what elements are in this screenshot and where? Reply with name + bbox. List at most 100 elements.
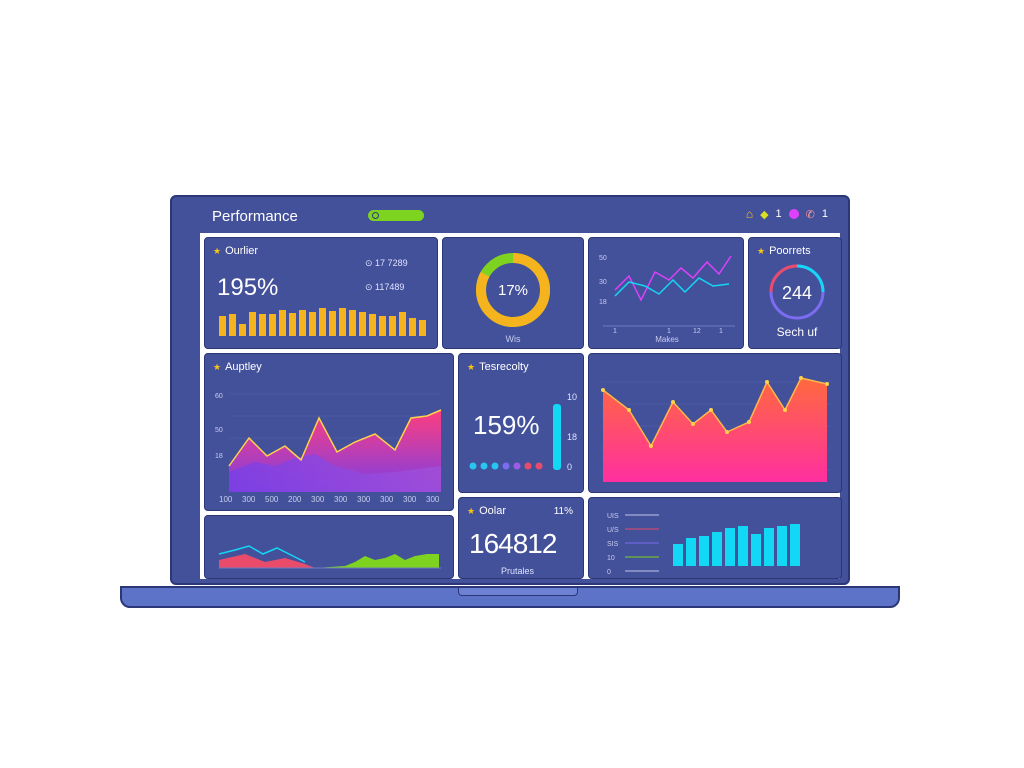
dashboard-grid: ★ Ourlier 195% ⊙ 17 7289 ⊙ 117489 17% Wis… [200, 233, 842, 579]
line-series-pink [614, 255, 732, 302]
bar-chart-bar [712, 532, 722, 566]
line-chart-card[interactable]: 50 30 18 1 1 12 1 Makes [588, 237, 744, 349]
bar-legend-label: U/S [607, 527, 619, 534]
dollar-title: ★ Oolar [467, 505, 506, 517]
star-icon: ★ [467, 506, 476, 516]
ring-segment-cyan [796, 264, 825, 293]
gradient-area-point [825, 382, 829, 386]
donut-arc [476, 253, 550, 327]
outlier-bar [329, 311, 336, 336]
laptop-notch [458, 588, 578, 596]
activity-x-tick: 300 [334, 495, 348, 504]
mini-line-cyan [218, 545, 306, 563]
activity-x-tick: 300 [403, 495, 417, 504]
tesselocity-dot [502, 462, 510, 470]
outlier-bar [309, 312, 316, 336]
activity-title-text: Auptley [225, 361, 262, 373]
laptop-screen: Performance ⌂ ◆ 1 ✆ 1 ★ Ourlier 195% ⊙ 17… [170, 195, 850, 585]
status-pill[interactable] [368, 210, 424, 221]
outlier-bar [339, 308, 346, 336]
outlier-bar [259, 314, 266, 336]
activity-y-tick: 18 [215, 453, 223, 460]
donut-label: Wis [506, 334, 521, 344]
activity-x-tick: 100 [219, 495, 233, 504]
gradient-area-point [799, 376, 803, 380]
bar-legend-label: 0 [607, 569, 611, 576]
bar-legend-label: SIS [607, 541, 619, 548]
outlier-bar [269, 314, 276, 336]
outlier-card[interactable]: ★ Ourlier 195% ⊙ 17 7289 ⊙ 117489 [204, 237, 438, 349]
outlier-value: 195% [217, 274, 279, 301]
line-x-tick: 1 [613, 328, 617, 335]
donut-card[interactable]: 17% Wis [442, 237, 584, 349]
progress-title: ★ Poorrets [757, 245, 811, 257]
line-x-tick: 12 [693, 328, 701, 335]
gradient-area-point [725, 430, 729, 434]
mini-chart-card[interactable] [204, 515, 454, 579]
star-icon: ★ [757, 246, 766, 256]
dollar-percent: 11% [553, 506, 573, 517]
phone-count: 1 [821, 208, 828, 220]
app-title: Performance [212, 208, 298, 225]
tesselocity-tick-top: 10 [567, 392, 578, 402]
outlier-stat2: ⊙ 117489 [365, 282, 404, 293]
outlier-bar [239, 324, 246, 336]
bar-chart-bar [673, 544, 683, 566]
tesselocity-dots [469, 462, 543, 470]
bar-chart-bar [764, 528, 774, 566]
dollar-title-text: Oolar [479, 505, 506, 517]
outlier-bar [299, 310, 306, 336]
tesselocity-title-text: Tesrecolty [479, 361, 529, 373]
gradient-area-point [765, 380, 769, 384]
bar-chart-right: UIS U/S SIS 10 0 [607, 513, 800, 576]
link-icon: ⊙ [365, 282, 376, 292]
dollar-card[interactable]: ★ Oolar 11% 164812 Prutales [458, 497, 584, 579]
outlier-bar [219, 316, 226, 336]
line-x-tick: 1 [667, 328, 671, 335]
activity-y-tick: 60 [215, 393, 223, 400]
user-dot-icon[interactable] [788, 209, 799, 219]
progress-title-text: Poorrets [769, 245, 811, 257]
dollar-value: 164812 [469, 528, 557, 559]
progress-label: Sech uf [777, 325, 818, 339]
home-icon[interactable]: ⌂ [745, 207, 754, 221]
bar-chart-card[interactable]: UIS U/S SIS 10 0 [588, 497, 842, 579]
gradient-area-card[interactable] [588, 353, 842, 493]
gradient-area-point [709, 408, 713, 412]
activity-title: ★ Auptley [213, 361, 262, 373]
line-chart-label: Makes [655, 335, 679, 344]
progress-value: 244 [782, 283, 812, 303]
activity-line [228, 409, 442, 467]
phone-icon[interactable]: ✆ [805, 208, 815, 221]
tesselocity-value: 159% [473, 410, 540, 440]
circle-b-icon: ⊙ [365, 258, 376, 268]
activity-card[interactable]: ★ Auptley 60 50 18 100 300 500 200 300 300 300 300 3… [204, 353, 454, 511]
line-series-cyan [614, 277, 730, 297]
tesselocity-card[interactable]: ★ Tesrecolty 159% 10 18 0 [458, 353, 584, 493]
tesselocity-dot [469, 462, 477, 470]
bar-chart-bar [751, 534, 761, 566]
outlier-bar [359, 312, 366, 336]
bar-legend-label: UIS [607, 513, 619, 520]
tesselocity-tick-bottom: 0 [567, 462, 573, 472]
outlier-bar [389, 316, 396, 336]
outlier-bar [319, 308, 326, 336]
tesselocity-dot [513, 462, 521, 470]
progress-card[interactable]: ★ Poorrets 244 Sech uf [748, 237, 842, 349]
gradient-area-line [602, 377, 828, 448]
tesselocity-title: ★ Tesrecolty [467, 361, 529, 373]
bar-chart-bar [699, 536, 709, 566]
tesselocity-dot [480, 462, 488, 470]
donut-chart: 17% Wis [476, 253, 550, 344]
bar-chart-bar [790, 524, 800, 566]
gradient-area-chart [601, 376, 831, 482]
activity-area-chart: 60 50 18 100 300 500 200 300 300 300 300 300 300 [215, 393, 442, 504]
shield-icon[interactable]: ◆ [760, 208, 769, 221]
outlier-bar [249, 312, 256, 336]
outlier-bar [379, 316, 386, 336]
gradient-area-point [783, 408, 787, 412]
bar-chart-bar [777, 526, 787, 566]
outlier-bar [289, 313, 296, 336]
gradient-area-point [627, 408, 631, 412]
